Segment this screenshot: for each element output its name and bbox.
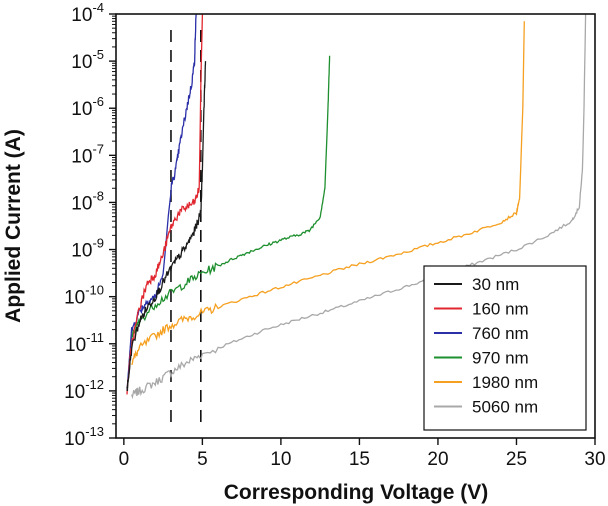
legend: 30 nm 160 nm 760 nm 970 nm 1980 nm 5060 nm (423, 265, 587, 431)
series-line-30-nm (126, 61, 207, 392)
x-tick-label: 30 (584, 449, 605, 470)
x-tick-label: 0 (119, 449, 130, 470)
legend-label: 5060 nm (472, 398, 538, 417)
legend-label: 970 nm (472, 349, 529, 368)
legend-label: 30 nm (472, 275, 519, 294)
x-axis-title: Corresponding Voltage (V) (224, 481, 488, 504)
y-axis-title: Applied Current (A) (2, 129, 25, 323)
legend-label: 760 nm (472, 324, 529, 343)
legend-label: 160 nm (472, 300, 529, 319)
x-tick-label: 15 (349, 449, 370, 470)
x-tick-label: 20 (427, 449, 448, 470)
series-line-760-nm (126, 13, 197, 392)
plot-area (126, 13, 587, 426)
x-axis: 0 5 10 15 20 25 30 (119, 438, 606, 470)
x-tick-label: 25 (506, 449, 527, 470)
legend-box (423, 265, 587, 431)
x-tick-label: 10 (270, 449, 291, 470)
plot-frame (115, 13, 596, 439)
series-line-1980-nm (131, 21, 525, 366)
series-line-5060-nm (131, 13, 587, 400)
legend-label: 1980 nm (472, 373, 538, 392)
series-line-160-nm (126, 13, 204, 395)
x-tick-label: 5 (197, 449, 208, 470)
y-tick-label: 10-11 (65, 330, 104, 356)
